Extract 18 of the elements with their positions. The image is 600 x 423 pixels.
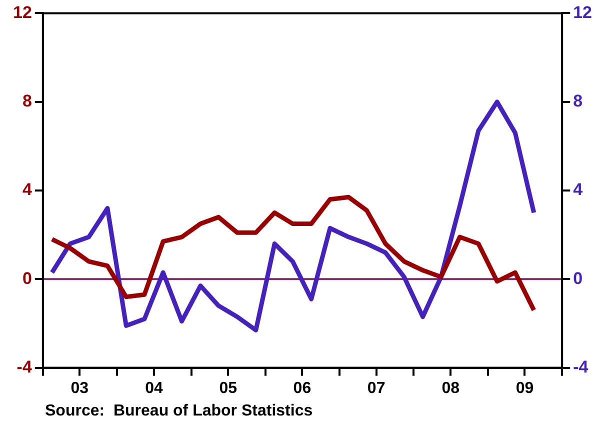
y-tick-label: 4 [22, 180, 32, 200]
x-tick-label: 06 [293, 380, 312, 397]
x-tick-label: 09 [516, 380, 534, 397]
y2-tick-label: 8 [573, 92, 583, 111]
y2-tick-label: 4 [573, 180, 584, 200]
y-tick-label: -4 [16, 357, 32, 376]
x-tick-label: 07 [367, 380, 386, 397]
x-tick-label: 04 [145, 380, 163, 397]
y-tick-label: 12 [12, 2, 32, 22]
x-tick-label: 08 [442, 380, 460, 397]
source-note: Source: Bureau of Labor Statistics [45, 402, 313, 420]
x-tick-label: 03 [70, 380, 89, 397]
y2-tick-label: 12 [573, 2, 592, 22]
y-tick-label: 8 [22, 92, 32, 111]
y2-tick-label: 0 [573, 268, 583, 288]
y2-tick-label: -4 [573, 357, 589, 376]
x-tick-label: 05 [219, 380, 238, 397]
y-tick-label: 0 [22, 268, 32, 288]
